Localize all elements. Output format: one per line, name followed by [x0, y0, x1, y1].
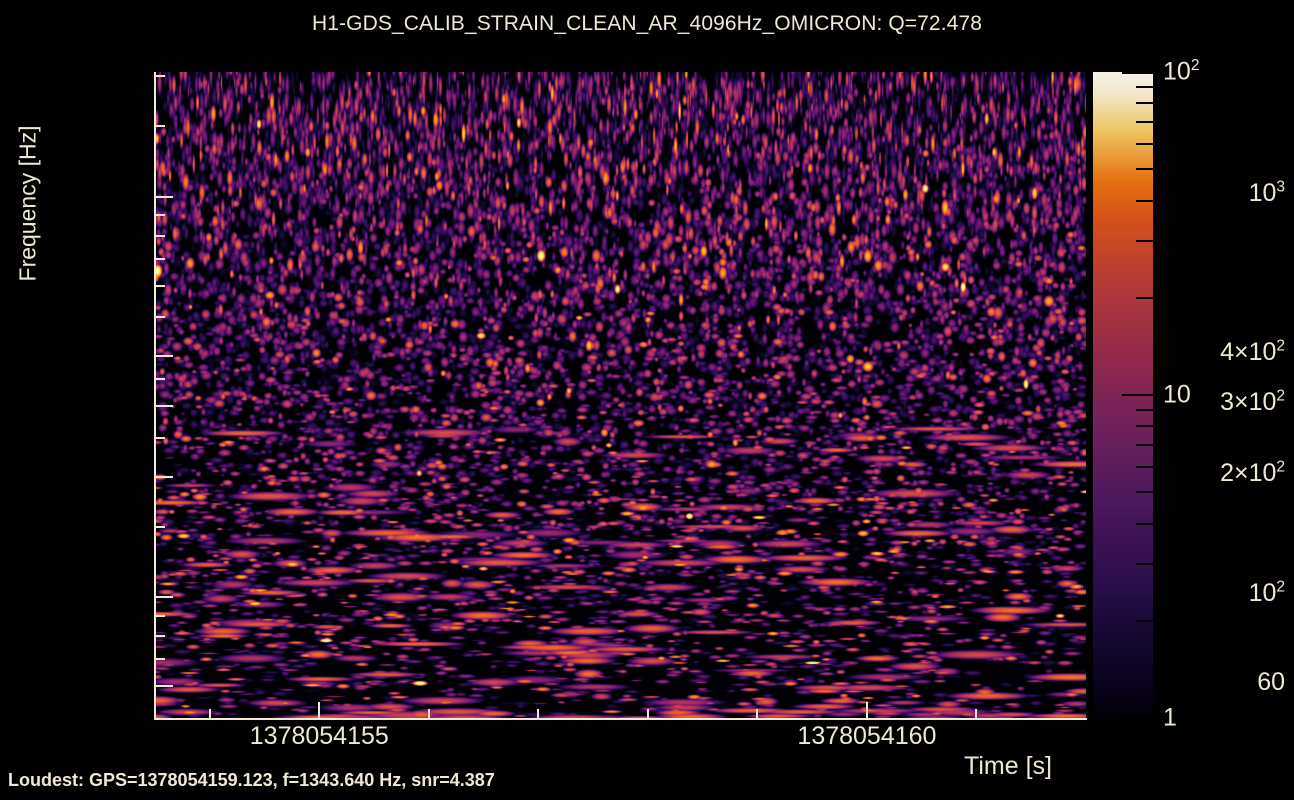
y-tick-major — [156, 195, 173, 198]
x-tick-label: 1378054160 — [797, 722, 937, 750]
x-tick-major — [865, 702, 868, 718]
colorbar-tick-minor — [1136, 102, 1153, 105]
x-axis-title: Time [s] — [964, 752, 1052, 780]
colorbar-tick-minor — [1136, 619, 1153, 622]
colorbar-tick-major — [1122, 394, 1153, 396]
colorbar-tick-minor — [1136, 296, 1153, 299]
y-tick-minor — [156, 214, 165, 217]
colorbar-tick-minor — [1136, 142, 1153, 145]
y-tick-label: 4×102 — [1220, 337, 1285, 367]
y-tick-minor — [156, 284, 165, 287]
colorbar-tick-minor — [1136, 239, 1153, 242]
y-tick-label: 3×102 — [1220, 387, 1285, 417]
y-tick-minor — [156, 635, 165, 638]
loudest-event-footer: Loudest: GPS=1378054159.123, f=1343.640 … — [8, 770, 495, 790]
y-tick-minor — [156, 614, 165, 617]
colorbar-tick-label: 102 — [1163, 57, 1200, 86]
colorbar-tick-minor — [1136, 465, 1153, 468]
colorbar-tick-label: 1 — [1163, 703, 1177, 732]
x-tick-label: 1378054155 — [249, 722, 389, 750]
x-tick-minor — [537, 709, 540, 718]
colorbar-tick-minor — [1136, 425, 1153, 428]
y-tick-label: 102 — [1248, 579, 1285, 608]
y-tick-major — [156, 685, 173, 688]
y-tick-minor — [156, 257, 165, 260]
spectrogram-image — [155, 72, 1086, 718]
colorbar-tick-minor — [1136, 522, 1153, 525]
colorbar-tick-minor — [1136, 408, 1153, 411]
y-tick-minor — [156, 125, 165, 128]
x-tick-minor — [975, 709, 978, 718]
x-tick-minor — [646, 709, 649, 718]
y-tick-minor — [156, 316, 165, 319]
colorbar-tick-label: 10 — [1163, 380, 1191, 409]
y-tick-label: 2×102 — [1220, 458, 1285, 487]
colorbar-tick-minor — [1136, 85, 1153, 88]
colorbar-tick-major — [1122, 72, 1153, 74]
y-tick-major — [156, 475, 173, 478]
colorbar-tick-major — [1122, 716, 1153, 718]
y-tick-minor — [156, 234, 165, 237]
page-title: H1-GDS_CALIB_STRAIN_CLEAN_AR_4096Hz_OMIC… — [312, 12, 982, 35]
y-tick-minor — [156, 525, 165, 528]
x-tick-minor — [427, 709, 430, 718]
x-axis-line — [154, 718, 1087, 720]
colorbar-title: SNR — [1177, 0, 1204, 85]
y-tick-minor — [156, 658, 165, 661]
y-tick-minor — [156, 436, 165, 439]
spectrogram-plot[interactable] — [155, 72, 1086, 718]
y-tick-major — [156, 596, 173, 599]
colorbar-tick-minor — [1136, 121, 1153, 124]
x-tick-minor — [756, 709, 759, 718]
x-tick-major — [318, 702, 321, 718]
y-axis-line — [154, 72, 156, 720]
y-tick-label: 103 — [1248, 178, 1285, 207]
colorbar-tick-minor — [1136, 199, 1153, 202]
y-tick-minor — [156, 378, 165, 381]
x-tick-minor — [208, 709, 211, 718]
y-tick-major — [156, 355, 173, 358]
y-tick-label: 60 — [1257, 668, 1285, 697]
colorbar-tick-minor — [1136, 491, 1153, 494]
colorbar-tick-minor — [1136, 444, 1153, 447]
colorbar[interactable] — [1093, 72, 1153, 718]
y-tick-minor — [156, 75, 165, 78]
colorbar-tick-minor — [1136, 168, 1153, 171]
y-axis-title: Frequency [Hz] — [14, 125, 41, 282]
y-tick-major — [156, 405, 173, 408]
colorbar-tick-minor — [1136, 562, 1153, 565]
